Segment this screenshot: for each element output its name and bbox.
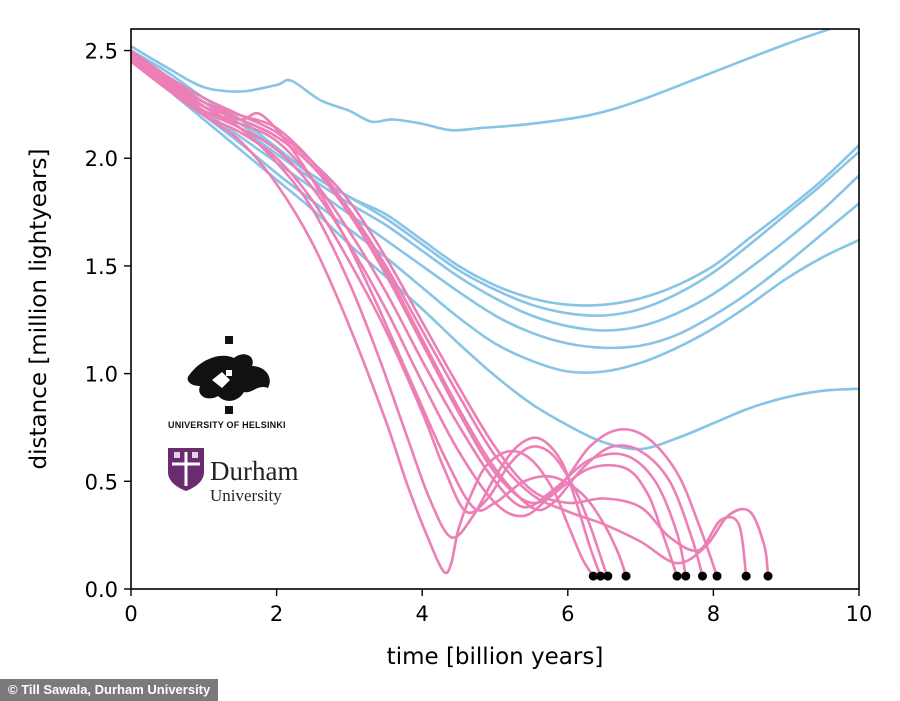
photo-credit: © Till Sawala, Durham University [0, 679, 219, 701]
x-tick-label: 8 [707, 602, 720, 626]
merger-marker-9 [741, 571, 751, 581]
series-line-blue-6 [131, 55, 859, 374]
x-tick-label: 4 [416, 602, 429, 626]
plot-frame [130, 28, 860, 590]
durham-shield-icon [168, 448, 204, 491]
merger-marker-8 [712, 571, 722, 581]
series-line-blue-1 [131, 29, 832, 132]
y-tick-label: 1.5 [85, 255, 118, 279]
series-line-pink-10 [131, 51, 770, 578]
series-line-pink-2 [131, 49, 602, 578]
merger-marker-1 [588, 571, 598, 581]
y-tick-label: 2.5 [85, 40, 118, 64]
series-line-blue-7 [131, 57, 859, 451]
axis-ticks: 0 2 4 6 8 10 0.0 0.5 1.0 1.5 2.0 2.5 [85, 40, 873, 626]
x-tick-label: 6 [561, 602, 574, 626]
x-axis-label: time [billion years] [387, 644, 604, 670]
durham-sub: University [210, 486, 282, 505]
series-line-pink-9 [131, 49, 748, 578]
y-tick-label: 0.5 [85, 470, 118, 494]
series-line-pink-6 [131, 60, 687, 578]
merger-marker-6 [681, 571, 691, 581]
x-tick-label: 0 [124, 602, 137, 626]
y-tick-label: 0.0 [85, 578, 118, 602]
y-tick-label: 1.0 [85, 363, 118, 387]
merger-marker-3 [603, 571, 613, 581]
merger-marker-4 [621, 571, 631, 581]
merger-marker-10 [763, 571, 773, 581]
merger-marker-5 [672, 571, 682, 581]
series-line-pink-5 [131, 55, 679, 578]
y-axis-label: distance [million lightyears] [26, 149, 52, 470]
durham-name: Durham [210, 456, 299, 486]
x-tick-label: 2 [270, 602, 283, 626]
helsinki-crest-icon [187, 336, 270, 414]
x-tick-label: 10 [846, 602, 873, 626]
series-line-pink-3 [131, 57, 610, 578]
merger-marker-2 [596, 571, 606, 581]
y-tick-label: 2.0 [85, 147, 118, 171]
series-line-blue-5 [131, 53, 859, 350]
plot-content [131, 29, 859, 578]
helsinki-label: UNIVERSITY OF HELSINKI [168, 420, 286, 430]
series-line-blue-3 [131, 49, 859, 318]
merger-marker-7 [697, 571, 707, 581]
